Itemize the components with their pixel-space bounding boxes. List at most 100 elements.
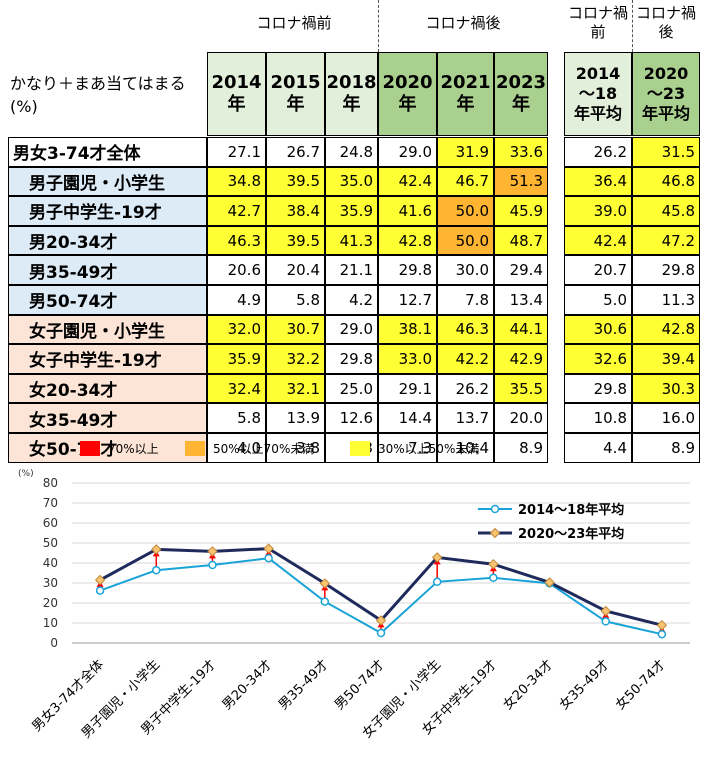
avg-cell: 45.8 xyxy=(632,196,700,226)
avg-cell: 31.5 xyxy=(632,137,700,167)
table-cell: 42.2 xyxy=(437,344,494,374)
avg-cell: 30.3 xyxy=(632,373,700,404)
table-cell: 4.2 xyxy=(325,285,378,315)
series-point-before xyxy=(95,586,105,595)
table-cell: 35.9 xyxy=(207,344,266,374)
legend-marker-before xyxy=(490,504,500,514)
table-cell: 35.5 xyxy=(494,373,548,404)
group-divider xyxy=(378,0,379,52)
table-cell: 12.7 xyxy=(378,285,437,315)
table-cell: 29.4 xyxy=(494,255,548,285)
year-header: 2021 年 xyxy=(437,52,494,136)
series-point-after xyxy=(263,543,274,554)
row-label: 男50-74才 xyxy=(8,285,207,315)
series-point-after xyxy=(151,544,162,555)
table-cell: 29.0 xyxy=(378,137,437,167)
avg-cell: 20.7 xyxy=(564,255,632,285)
group-label-before: コロナ禍前 xyxy=(256,14,332,32)
row-label: 女子園児・小学生 xyxy=(8,314,207,345)
year-header: 2014 年 xyxy=(207,52,266,136)
table-cell: 41.3 xyxy=(325,225,378,256)
avg-cell: 36.4 xyxy=(564,166,632,197)
series-point-after xyxy=(94,574,106,586)
avg-cell: 42.4 xyxy=(564,225,632,256)
avg-cell: 26.2 xyxy=(564,137,632,167)
year-header: 2023 年 xyxy=(494,52,548,136)
avg-cell: 10.8 xyxy=(564,403,632,433)
table-cell: 20.6 xyxy=(207,255,266,285)
table-cell: 13.7 xyxy=(437,403,494,433)
y-tick-label: 40 xyxy=(43,556,58,570)
avg-cell: 11.3 xyxy=(632,285,700,315)
series-point-after xyxy=(319,578,331,589)
x-tick-label: 女20-34才 xyxy=(500,657,556,713)
table-cell: 48.7 xyxy=(494,225,548,256)
row-label: 女20-34才 xyxy=(8,373,207,404)
table-cell: 32.1 xyxy=(266,373,325,404)
table-cell: 41.6 xyxy=(378,196,437,226)
y-tick-label: 10 xyxy=(43,616,58,630)
table-cell: 8.9 xyxy=(494,433,548,463)
table-cell: 13.4 xyxy=(494,285,548,315)
series-point-before xyxy=(264,553,273,563)
legend-label-before: 2014～18年平均 xyxy=(518,502,624,518)
table-cell: 24.8 xyxy=(325,137,378,167)
table-cell: 30.0 xyxy=(437,255,494,285)
table-cell: 12.6 xyxy=(325,403,378,433)
table-cell: 20.4 xyxy=(266,255,325,285)
row-label: 男子園児・小学生 xyxy=(8,166,207,197)
legend-swatch xyxy=(185,441,205,456)
year-header: 2018 年 xyxy=(325,52,378,136)
table-cell: 31.9 xyxy=(437,137,494,167)
x-tick-label: 男20-34才 xyxy=(220,657,276,713)
y-tick-label: 0 xyxy=(50,636,58,650)
series-point-before xyxy=(152,565,161,575)
series-point-after xyxy=(488,558,499,570)
row-label: 男子中学生-19才 xyxy=(8,196,207,226)
legend-label: 30%以上50%未満 xyxy=(378,442,480,456)
series-point-before xyxy=(601,617,610,626)
series-point-before xyxy=(489,573,498,583)
table-cell: 33.0 xyxy=(378,344,437,374)
avg-cell: 47.2 xyxy=(632,225,700,256)
series-line-after xyxy=(99,547,663,627)
table-cell: 30.7 xyxy=(266,314,325,345)
table-cell: 13.9 xyxy=(266,403,325,433)
table-cell: 32.0 xyxy=(207,314,266,345)
table-cell: 42.8 xyxy=(378,225,437,256)
legend-label: 50%以上70%未満 xyxy=(213,442,315,456)
legend-label-after: 2020～23年平均 xyxy=(518,526,624,542)
table-cell: 10.4 xyxy=(437,433,494,463)
corner-label: かなり＋まあ当てはまる (%) xyxy=(10,74,186,117)
avg-cell: 46.8 xyxy=(632,166,700,197)
table-cell: 44.1 xyxy=(494,314,548,345)
avg-label-before: コロナ禍 前 xyxy=(567,4,628,41)
series-point-before xyxy=(320,597,330,606)
table-cell: 39.5 xyxy=(266,166,325,197)
series-point-before xyxy=(657,629,667,639)
avg-year-header: 2020 ～23 年平均 xyxy=(632,52,700,136)
table-cell: 46.7 xyxy=(437,166,494,197)
row-label: 男女3-74才全体 xyxy=(8,137,207,167)
avg-cell: 39.0 xyxy=(564,196,632,226)
avg-cell: 32.6 xyxy=(564,344,632,374)
table-cell: 45.9 xyxy=(494,196,548,226)
avg-cell: 39.4 xyxy=(632,344,700,374)
y-tick-label: 70 xyxy=(43,496,58,510)
y-tick-label: 30 xyxy=(43,576,58,590)
table-cell: 4.0 xyxy=(207,433,266,463)
group-label-after: コロナ禍後 xyxy=(425,14,501,32)
table-cell: 29.0 xyxy=(325,314,378,345)
table-cell: 29.1 xyxy=(378,373,437,404)
avg-divider xyxy=(632,0,633,52)
table-cell: 51.3 xyxy=(494,166,548,197)
avg-cell: 8.9 xyxy=(632,433,700,463)
legend-swatch xyxy=(350,441,370,456)
series-point-after xyxy=(207,546,218,557)
table-cell: 25.0 xyxy=(325,373,378,404)
table-cell: 46.3 xyxy=(437,314,494,345)
legend-swatch xyxy=(80,441,100,456)
series-point-after xyxy=(544,577,555,588)
avg-cell: 29.8 xyxy=(564,373,632,404)
series-point-after xyxy=(431,552,443,563)
